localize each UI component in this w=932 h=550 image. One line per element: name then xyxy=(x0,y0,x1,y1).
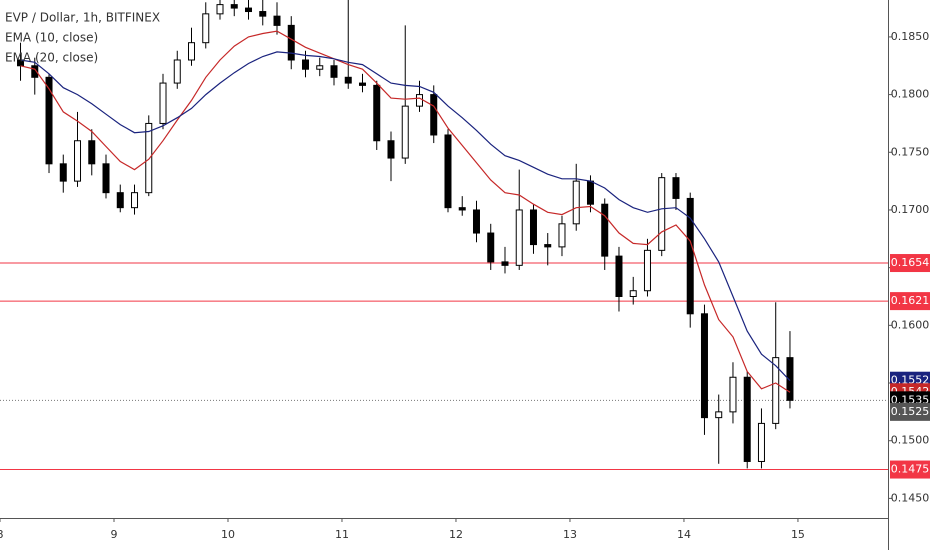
candle-body xyxy=(358,82,366,86)
candle-body xyxy=(173,59,181,84)
candle-body xyxy=(501,261,509,266)
y-tick-label: 0.1750 xyxy=(891,145,930,158)
candle-body xyxy=(245,7,253,13)
candle-body xyxy=(458,207,466,211)
candle-body xyxy=(715,411,723,419)
candle-body xyxy=(387,140,395,159)
x-tick-label: 13 xyxy=(563,528,577,541)
x-tick-label: 9 xyxy=(110,528,117,541)
candle-body xyxy=(529,209,537,246)
candle-body xyxy=(601,203,609,257)
chart-title: EVP / Dollar, 1h, BITFINEX xyxy=(5,11,160,25)
candle-body xyxy=(757,422,765,462)
candle-body xyxy=(216,4,224,15)
candle-body xyxy=(102,163,110,194)
candle-body xyxy=(558,223,566,248)
candle-body xyxy=(330,65,338,78)
price-label: 0.1654 xyxy=(891,256,930,269)
candle-body xyxy=(116,192,124,209)
y-tick-label: 0.1450 xyxy=(891,491,930,504)
candle-body xyxy=(586,180,594,205)
candle-body xyxy=(743,376,751,462)
x-tick-label: 12 xyxy=(449,528,463,541)
x-tick-label: 11 xyxy=(335,528,349,541)
x-tick-label: 14 xyxy=(677,528,691,541)
price-label: 0.1621 xyxy=(891,294,930,307)
candle-body xyxy=(672,177,680,199)
candle-body xyxy=(287,24,295,61)
y-tick-label: 0.1500 xyxy=(891,434,930,447)
candle-body xyxy=(59,163,67,182)
candle-body xyxy=(772,357,780,424)
candle-body xyxy=(401,105,409,159)
plot-area xyxy=(0,0,888,471)
price-label-box xyxy=(890,460,930,479)
candle-body xyxy=(45,76,53,165)
candle-body xyxy=(88,140,96,165)
candle-body xyxy=(629,290,637,297)
legend-entry: EMA (20, close) xyxy=(5,51,98,65)
candle-body xyxy=(700,313,708,419)
candle-body xyxy=(74,140,82,182)
candle-body xyxy=(259,11,267,17)
candle-body xyxy=(544,244,552,248)
price-label: 0.1475 xyxy=(891,463,930,476)
ema-line xyxy=(20,51,791,382)
candle-body xyxy=(729,376,737,413)
candle-body xyxy=(658,177,666,251)
price-label-box xyxy=(890,292,930,311)
x-tick-label: 15 xyxy=(791,528,805,541)
candle-body xyxy=(301,59,309,70)
price-label-box xyxy=(890,254,930,273)
candle-body xyxy=(344,76,352,84)
candle-body xyxy=(515,209,523,266)
candle-body xyxy=(444,134,452,209)
candle-body xyxy=(131,192,139,209)
candle-body xyxy=(430,94,438,136)
candle-body xyxy=(487,232,495,263)
candle-body xyxy=(202,13,210,44)
candle-body xyxy=(273,15,281,26)
candle-body xyxy=(145,122,153,194)
candle-body xyxy=(31,65,39,78)
y-tick-label: 0.1850 xyxy=(891,30,930,43)
candle-body xyxy=(159,82,167,124)
candle-body xyxy=(188,42,196,61)
candle-body xyxy=(230,4,238,9)
y-tick-label: 0.1600 xyxy=(891,318,930,331)
candle-body xyxy=(786,357,794,401)
price-label-box xyxy=(890,402,930,421)
x-tick-label: 8 xyxy=(0,528,4,541)
candle-body xyxy=(615,255,623,297)
candle-body xyxy=(472,209,480,234)
candle-body xyxy=(415,94,423,107)
ema-line xyxy=(20,30,791,393)
price-label: 0.1525 xyxy=(891,405,930,418)
y-tick-label: 0.1800 xyxy=(891,88,930,101)
candle-body xyxy=(373,84,381,142)
y-tick-label: 0.1700 xyxy=(891,203,930,216)
x-tick-label: 10 xyxy=(221,528,235,541)
candle-body xyxy=(686,197,694,315)
legend-entry: EMA (10, close) xyxy=(5,31,98,45)
candle-body xyxy=(643,249,651,292)
candle-body xyxy=(316,65,324,70)
candle-body xyxy=(572,180,580,225)
